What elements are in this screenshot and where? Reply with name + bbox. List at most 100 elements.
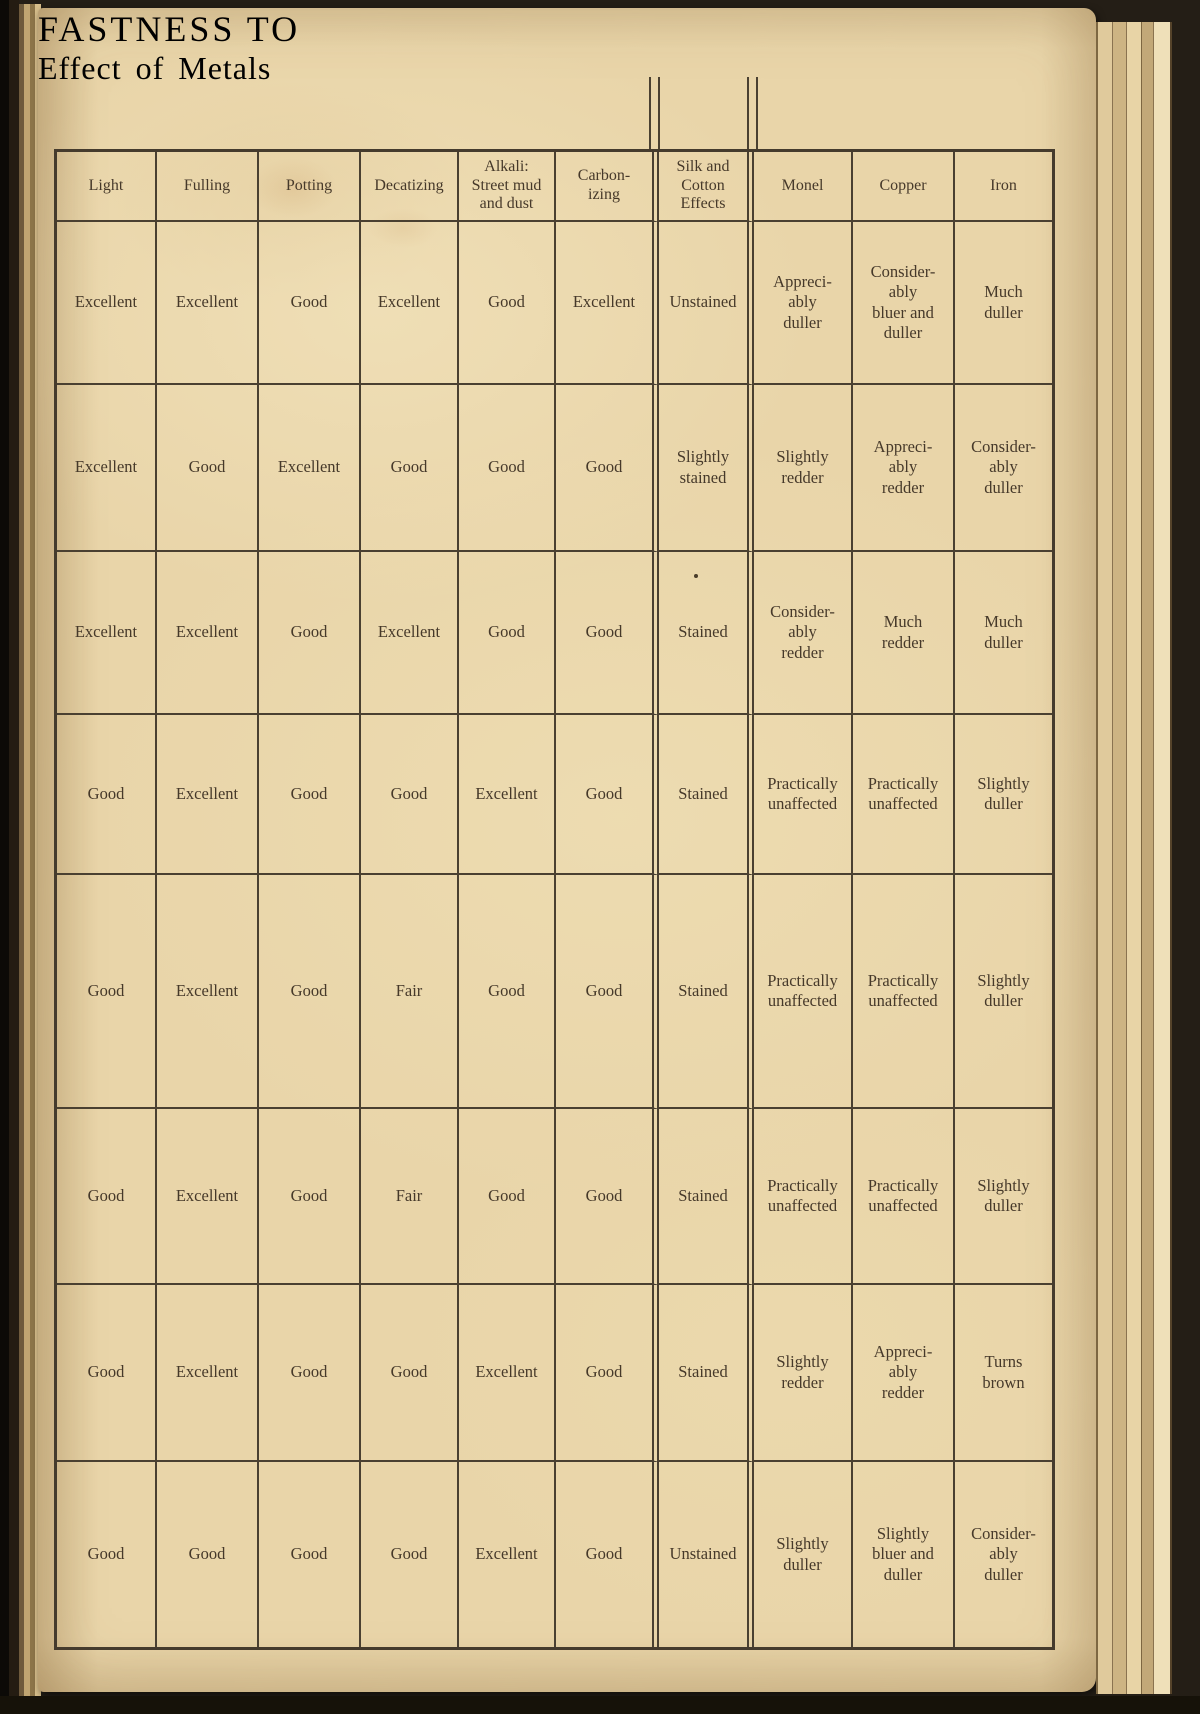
ink-speck: [694, 574, 698, 578]
table-cell: Good: [459, 875, 556, 1109]
table-cell: Good: [556, 1285, 659, 1462]
table-cell: Much duller: [955, 222, 1052, 385]
table-cell: Slightly duller: [754, 1462, 853, 1647]
table-cell: Stained: [659, 875, 754, 1109]
table-cell: Good: [259, 1109, 361, 1285]
table-cell: Slightly redder: [754, 385, 853, 552]
table-cell: Good: [157, 1462, 259, 1647]
column-header: Light: [57, 152, 157, 222]
paper-stain: [368, 208, 438, 248]
table-cell: Appreci- ably redder: [853, 1285, 955, 1462]
table-cell: Consider- ably bluer and duller: [853, 222, 955, 385]
book-cover-left: [9, 0, 19, 1714]
table-cell: Turns brown: [955, 1285, 1052, 1462]
page-title-right: Effect of Metals: [38, 50, 272, 86]
table-cell: Slightly stained: [659, 385, 754, 552]
table-cell: Good: [459, 222, 556, 385]
column-header: Carbon- izing: [556, 152, 659, 222]
table-cell: Good: [361, 1285, 459, 1462]
column-header: Iron: [955, 152, 1052, 222]
book-page: FASTNESS TO Effect of Metals Light Fullin…: [38, 8, 1096, 1692]
table-cell: Good: [556, 1109, 659, 1285]
table-cell: Excellent: [361, 552, 459, 715]
table-cell: Excellent: [259, 385, 361, 552]
table-cell: Stained: [659, 552, 754, 715]
table-cell: Good: [361, 715, 459, 875]
page-title-left: FASTNESS TO: [38, 9, 301, 49]
table-cell: Slightly bluer and duller: [853, 1462, 955, 1647]
table-cell: Fair: [361, 1109, 459, 1285]
table-cell: Good: [556, 875, 659, 1109]
page-edge-strip: [1125, 22, 1142, 1694]
fastness-effects-table: Light Fulling Potting Decatizing Alkali: Str…: [54, 149, 1055, 1650]
table-cell: Appreci- ably redder: [853, 385, 955, 552]
table-cell: Excellent: [57, 552, 157, 715]
table-cell: Good: [259, 1285, 361, 1462]
table-cell: Excellent: [361, 222, 459, 385]
table-cell: Much duller: [955, 552, 1052, 715]
table-cell: Good: [556, 1462, 659, 1647]
table-cell: Excellent: [157, 1109, 259, 1285]
table-cell: Slightly duller: [955, 875, 1052, 1109]
table-cell: Appreci- ably duller: [754, 222, 853, 385]
table-cell: Good: [57, 1285, 157, 1462]
table-cell: Excellent: [57, 385, 157, 552]
column-header: Alkali: Street mud and dust: [459, 152, 556, 222]
table-cell: Good: [157, 385, 259, 552]
page-edge-strip: [1112, 22, 1126, 1694]
paper-stain: [248, 158, 338, 218]
double-rule-extension: [747, 77, 758, 151]
table-cell: Consider- ably redder: [754, 552, 853, 715]
table-cell: Consider- ably duller: [971, 1524, 1036, 1584]
right-page-edges: [1096, 22, 1172, 1694]
table-cell: Stained: [659, 715, 754, 875]
table-cell: Good: [259, 222, 361, 385]
table-cell: Stained: [659, 1285, 754, 1462]
column-header: Copper: [853, 152, 955, 222]
column-header: Potting: [259, 152, 361, 222]
table-cell: Good: [57, 1462, 157, 1647]
table-cell: Good: [57, 715, 157, 875]
table-cell: Unstained: [659, 1462, 754, 1647]
table-cell: Good: [57, 1109, 157, 1285]
page-edge-strip: [24, 4, 30, 1710]
table-cell: Excellent: [57, 222, 157, 385]
table-cell: Good: [361, 385, 459, 552]
table-cell: Excellent: [157, 222, 259, 385]
double-rule-extension: [649, 77, 660, 151]
table-cell: Excellent: [157, 1285, 259, 1462]
table-cell: Practically unaffected: [754, 715, 853, 875]
table-cell: Practically unaffected: [853, 1109, 955, 1285]
column-header: Fulling: [157, 152, 259, 222]
table-cell: Good: [556, 715, 659, 875]
table-cell: Excellent: [459, 1462, 556, 1647]
table-cell: Good: [259, 1462, 361, 1647]
table-cell: Slightly duller: [955, 715, 1052, 875]
column-header: Decatizing: [361, 152, 459, 222]
table-cell: Excellent: [157, 715, 259, 875]
table-cell: Slightly duller: [955, 1109, 1052, 1285]
table-cell: Practically unaffected: [754, 875, 853, 1109]
page-edge-strip: [30, 4, 35, 1710]
table-cell: Excellent: [556, 222, 659, 385]
table-cell: Consider- ably duller: [955, 385, 1052, 552]
table-cell: Slightly redder: [754, 1285, 853, 1462]
column-header: Silk and Cotton Effects: [659, 152, 754, 222]
page-edge-strip: [19, 4, 24, 1710]
table-cell: Excellent: [459, 1285, 556, 1462]
table-cell: Good: [259, 552, 361, 715]
table-cell: Stained: [659, 1109, 754, 1285]
table-cell: Practically unaffected: [853, 715, 955, 875]
table-cell: Fair: [361, 875, 459, 1109]
table-cell: Good: [361, 1462, 459, 1647]
page-edge-strip: [1096, 22, 1113, 1694]
book-cover-bottom: [0, 1696, 1200, 1714]
column-header: Monel: [754, 152, 853, 222]
table-cell: Much redder: [853, 552, 955, 715]
table-cell: Good: [57, 875, 157, 1109]
table-cell: Good: [459, 552, 556, 715]
table-cell: Excellent: [157, 875, 259, 1109]
table-cell: Excellent: [157, 552, 259, 715]
table-cell: Good: [459, 1109, 556, 1285]
table-cell: Good: [459, 385, 556, 552]
